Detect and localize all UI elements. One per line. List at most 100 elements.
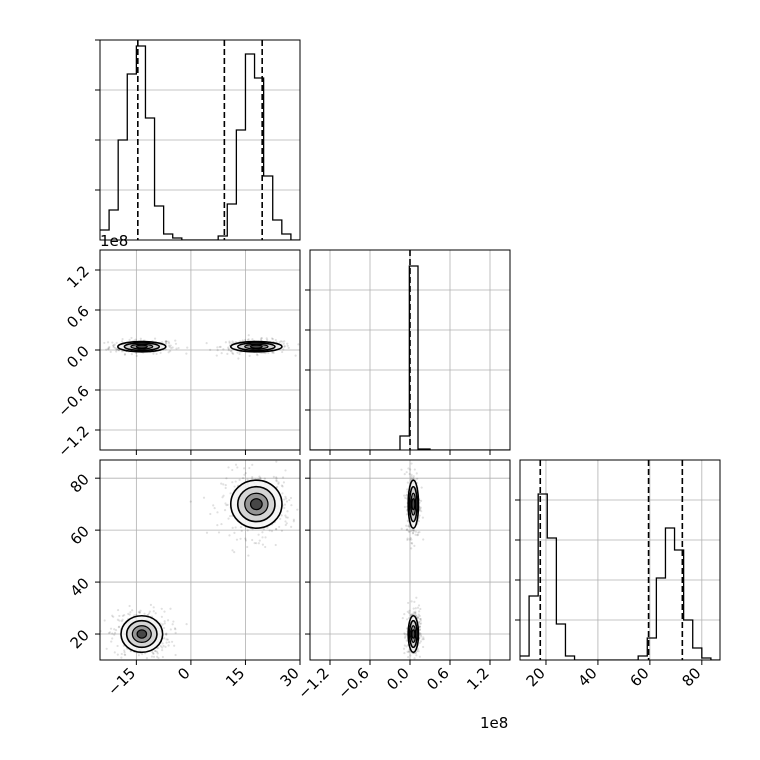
scatter-point <box>123 651 126 654</box>
scatter-point <box>419 618 422 621</box>
scatter-point <box>246 545 249 549</box>
scatter-point <box>171 346 174 349</box>
scatter-point <box>281 485 284 488</box>
scatter-point <box>111 341 114 344</box>
scatter-point <box>233 551 236 554</box>
scatter-point <box>258 539 261 542</box>
scatter-point <box>215 354 218 357</box>
scatter-point <box>401 617 404 620</box>
scatter-point <box>108 631 112 634</box>
scatter-point <box>152 655 156 658</box>
scatter-point <box>418 625 422 628</box>
scatter-point <box>416 606 420 609</box>
scatter-point <box>280 484 284 487</box>
scatter-point <box>418 610 421 613</box>
scatter-point <box>229 514 232 518</box>
scatter-point <box>116 608 120 612</box>
scatter-point <box>422 636 425 639</box>
scatter-point <box>168 641 171 644</box>
scatter-point <box>277 481 280 484</box>
scatter-point <box>229 349 232 352</box>
scatter-point <box>218 345 221 349</box>
scatter-point <box>248 466 251 470</box>
scatter-point <box>413 600 416 603</box>
scatter-point <box>231 351 234 355</box>
scatter-point <box>265 337 268 340</box>
scatter-point <box>155 352 158 356</box>
scatter-point <box>138 611 142 614</box>
scatter-point <box>216 511 219 514</box>
scatter-point <box>403 632 406 635</box>
scatter-point <box>115 348 119 351</box>
scatter-point <box>412 607 415 610</box>
scatter-point <box>105 348 108 351</box>
scatter-point <box>275 528 278 531</box>
scatter-point <box>414 530 418 533</box>
scatter-point <box>128 338 131 341</box>
scatter-point <box>239 537 242 540</box>
scatter-point <box>403 644 406 647</box>
scatter-point <box>261 543 264 546</box>
scatter-point <box>420 510 423 513</box>
scatter-point <box>283 345 286 348</box>
scatter-point <box>135 354 138 357</box>
scatter-point <box>402 647 406 650</box>
x-tick-label: 20 <box>523 664 549 690</box>
scatter-point <box>185 352 188 355</box>
scatter-point <box>167 644 170 647</box>
x-tick-label: 0.6 <box>423 664 453 694</box>
scatter-point <box>165 633 168 636</box>
scatter-point <box>141 653 144 656</box>
scatter-point <box>271 351 274 354</box>
scatter-point <box>251 475 254 479</box>
scatter-point <box>418 614 421 618</box>
scatter-point <box>410 477 413 480</box>
scatter-point <box>260 337 263 340</box>
row1-offset-label: 1e8 <box>100 232 128 250</box>
scatter-point <box>143 612 146 615</box>
scatter-point <box>139 337 142 340</box>
scatter-point <box>418 655 421 658</box>
scatter-point <box>111 637 114 640</box>
scatter-point <box>246 338 250 342</box>
scatter-point <box>112 344 115 347</box>
scatter-point <box>150 655 154 658</box>
scatter-point <box>241 476 245 480</box>
scatter-point <box>417 615 420 619</box>
scatter-point <box>240 529 243 533</box>
scatter-point <box>164 342 167 345</box>
x-tick-label: 60 <box>626 664 652 690</box>
panel-hist_1 <box>305 249 511 455</box>
scatter-point <box>222 494 225 497</box>
scatter-point <box>410 541 413 545</box>
panel-content <box>103 334 300 360</box>
scatter-point <box>161 642 164 645</box>
scatter-point <box>145 657 149 660</box>
scatter-point <box>225 477 228 480</box>
scatter-point <box>227 466 230 469</box>
scatter-point <box>220 522 223 526</box>
scatter-point <box>285 522 288 525</box>
panel-hist_2: 20 40 60 80 <box>515 459 721 690</box>
scatter-point <box>217 531 221 534</box>
scatter-point <box>243 473 246 476</box>
scatter-point <box>107 631 111 635</box>
scatter-point <box>174 339 177 342</box>
scatter-point <box>288 498 291 502</box>
scatter-point <box>422 538 425 541</box>
scatter-point <box>236 351 239 354</box>
scatter-point <box>163 622 166 625</box>
scatter-point <box>209 348 212 351</box>
scatter-point <box>123 614 126 617</box>
scatter-point <box>408 530 411 534</box>
scatter-point <box>134 338 137 341</box>
y-tick-label: 0.0 <box>63 342 93 372</box>
scatter-point <box>151 650 154 654</box>
scatter-point <box>418 530 421 534</box>
scatter-point <box>419 506 422 509</box>
scatter-point <box>405 639 408 642</box>
scatter-point <box>234 480 237 483</box>
scatter-point <box>418 622 422 625</box>
scatter-point <box>103 341 106 345</box>
scatter-point <box>228 340 231 343</box>
